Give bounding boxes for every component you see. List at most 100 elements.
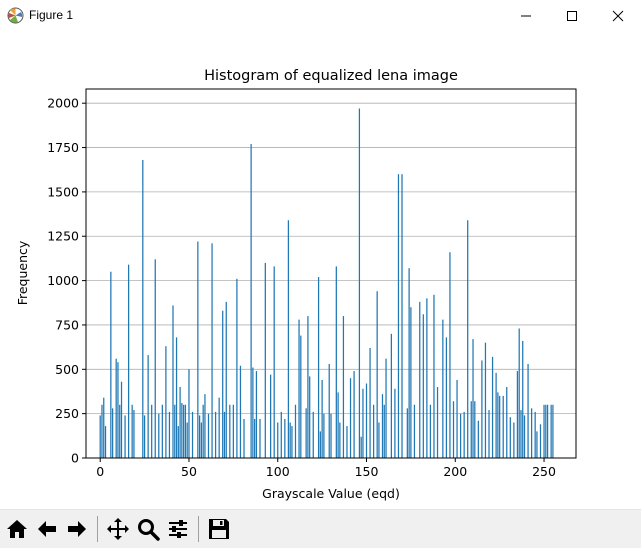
histogram-bar xyxy=(550,404,552,458)
figure-canvas[interactable]: 0 250 500 750 1000 1250 1500 1750 2000 0 50 100 150 2… xyxy=(0,31,641,509)
back-button[interactable] xyxy=(33,515,61,543)
histogram-bar xyxy=(300,335,302,458)
histogram-bar xyxy=(284,418,286,458)
histogram-bars xyxy=(99,108,554,459)
y-tick-label: 500 xyxy=(55,362,79,377)
histogram-bar xyxy=(394,388,396,458)
histogram-bar xyxy=(188,369,190,458)
histogram-bar xyxy=(495,372,497,458)
histogram-bar xyxy=(449,252,451,458)
histogram-bar xyxy=(376,291,378,458)
histogram-bar xyxy=(546,404,549,458)
x-tick-label: 0 xyxy=(96,464,104,479)
histogram-bar xyxy=(365,383,368,458)
histogram-bar xyxy=(467,220,469,458)
histogram-bar xyxy=(372,404,375,458)
histogram-bar xyxy=(335,266,337,458)
zoom-button[interactable] xyxy=(134,515,162,543)
histogram-bar xyxy=(225,301,227,458)
maximize-button[interactable] xyxy=(549,0,595,31)
pan-button[interactable] xyxy=(104,515,132,543)
close-icon xyxy=(612,10,624,21)
histogram-bar xyxy=(143,415,146,458)
histogram-bar xyxy=(124,415,126,458)
chart-title: Histogram of equalized lena image xyxy=(204,68,458,84)
y-tick-label: 1500 xyxy=(47,184,79,199)
configure-subplots-icon xyxy=(169,520,187,538)
histogram-bar xyxy=(289,422,291,458)
save-button[interactable] xyxy=(205,515,233,543)
x-tick-label: 150 xyxy=(355,464,379,479)
histogram-bar xyxy=(523,415,526,458)
histogram-bar xyxy=(534,411,536,458)
x-tick-label: 100 xyxy=(266,464,290,479)
histogram-bar xyxy=(200,422,203,458)
histogram-bar xyxy=(436,387,439,458)
histogram-bar xyxy=(239,365,242,458)
y-tick-label: 0 xyxy=(71,451,79,466)
histogram-bar xyxy=(342,316,345,458)
histogram-bar xyxy=(491,356,494,458)
minimize-button[interactable] xyxy=(503,0,549,31)
window-title: Figure 1 xyxy=(29,8,74,22)
histogram-bar xyxy=(502,395,504,458)
back-arrow-icon xyxy=(38,521,56,537)
histogram-bar xyxy=(255,371,258,458)
histogram-bar xyxy=(358,108,361,459)
histogram-bar xyxy=(481,360,483,458)
histogram-bar xyxy=(307,316,309,458)
forward-button[interactable] xyxy=(63,515,91,543)
histogram-bar xyxy=(536,431,538,458)
histogram-bar xyxy=(110,271,112,458)
histogram-bar xyxy=(186,422,188,458)
matplotlib-figure-icon xyxy=(7,7,24,24)
configure-subplots-button[interactable] xyxy=(164,515,192,543)
histogram-bar xyxy=(390,333,392,458)
histogram-bar xyxy=(381,394,384,458)
histogram-bar xyxy=(497,392,499,458)
y-axis-label: Frequency xyxy=(15,240,30,305)
histogram-bar xyxy=(211,243,213,458)
histogram-bar xyxy=(459,413,462,458)
navigation-toolbar xyxy=(0,509,641,548)
histogram-bar xyxy=(349,378,352,458)
y-tick-label: 1000 xyxy=(47,273,79,288)
histogram-bar xyxy=(552,404,554,458)
histogram-bar xyxy=(499,395,501,458)
histogram-bar xyxy=(172,305,174,458)
histogram-bar xyxy=(543,404,545,458)
zoom-icon xyxy=(138,519,160,541)
histogram-bar xyxy=(321,379,323,458)
histogram-bar xyxy=(445,337,448,458)
histogram-bar xyxy=(317,277,320,458)
grid-lines xyxy=(86,102,576,415)
histogram-bar xyxy=(527,363,529,458)
home-button[interactable] xyxy=(3,515,31,543)
histogram-bar xyxy=(222,310,224,458)
histogram-bar xyxy=(360,436,362,458)
histogram-bar xyxy=(442,319,444,458)
toolbar-separator xyxy=(198,516,199,542)
histogram-bar xyxy=(168,411,171,458)
home-icon xyxy=(7,520,27,538)
histogram-bar xyxy=(218,397,220,458)
histogram-bar xyxy=(142,159,144,458)
histogram-bar xyxy=(181,403,183,458)
histogram-bar xyxy=(474,401,476,458)
forward-arrow-icon xyxy=(68,521,86,537)
histogram-bar xyxy=(252,367,254,458)
histogram-bar xyxy=(470,401,472,458)
histogram-bar xyxy=(452,401,455,458)
histogram-bar xyxy=(277,422,279,458)
x-tick-label: 250 xyxy=(532,464,556,479)
close-button[interactable] xyxy=(595,0,641,31)
histogram-bar xyxy=(509,417,511,458)
y-tick-label: 750 xyxy=(55,317,79,332)
histogram-bar xyxy=(151,404,153,458)
histogram-bar xyxy=(330,413,332,458)
histogram-bar xyxy=(199,415,201,458)
histogram-bar xyxy=(545,404,547,458)
histogram-bar xyxy=(410,307,412,458)
histogram-bar xyxy=(161,404,163,458)
histogram-bar xyxy=(183,404,185,458)
